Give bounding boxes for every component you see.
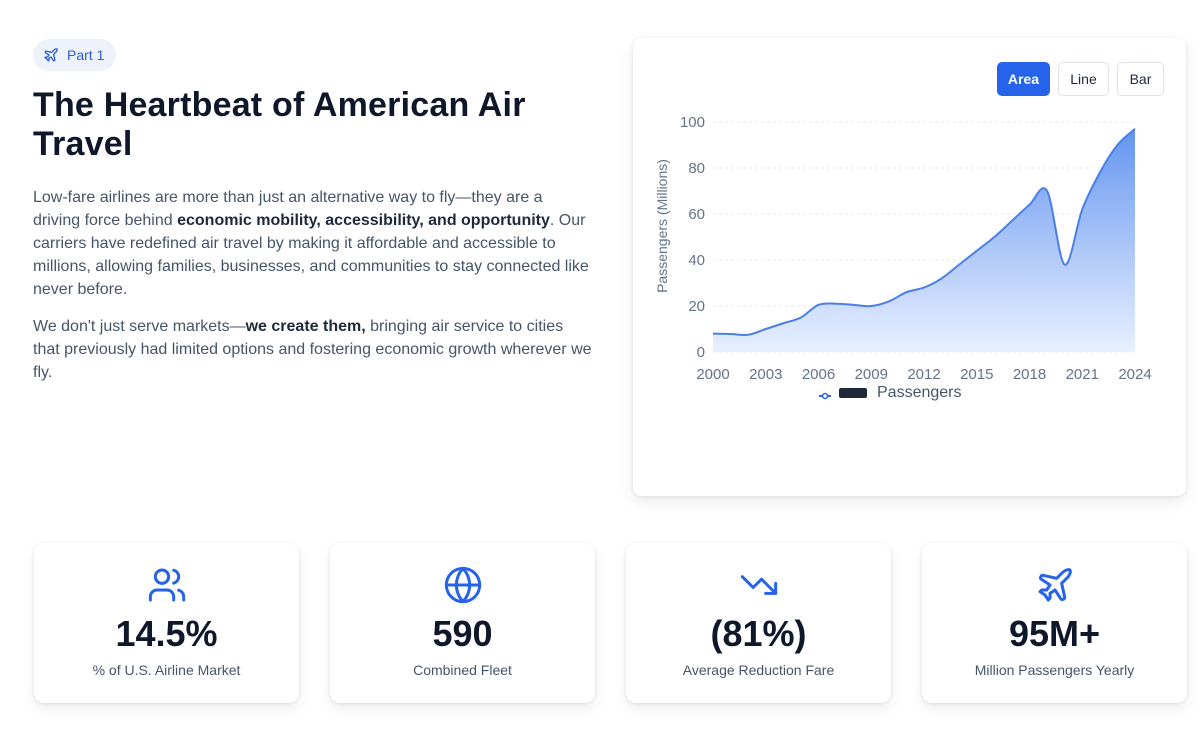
y-tick-label: 20: [688, 298, 705, 315]
chart-legend[interactable]: Passengers: [819, 384, 962, 401]
plane-icon: [44, 48, 58, 62]
section-badge: Part 1: [33, 39, 117, 71]
markets-text-end: bringing air service to cities that prev…: [33, 318, 592, 381]
markets-text-bold: we create them,: [245, 318, 366, 335]
chart-toggle-bar-button[interactable]: Bar: [1117, 62, 1164, 96]
chart-toggle-area-button[interactable]: Area: [997, 62, 1050, 96]
markets-paragraph: We don't just serve markets—we create th…: [33, 315, 593, 384]
legend-label: Passengers: [877, 384, 962, 401]
x-tick-label: 2000: [696, 366, 729, 383]
chart-toggle-line-button[interactable]: Line: [1058, 62, 1109, 96]
stat-card-fare-reduction: (81%) Average Reduction Fare: [626, 543, 891, 703]
stat-card-market-share: 14.5% % of U.S. Airline Market: [34, 543, 299, 703]
passengers-area-chart: 0 20 40 60 80 100 2000 2003 2006 2009 2012 2015 2018…: [654, 114, 1152, 401]
stat-label: % of U.S. Airline Market: [92, 662, 241, 678]
x-tick-label: 2012: [907, 366, 940, 383]
x-tick-label: 2009: [855, 366, 888, 383]
y-tick-label: 100: [680, 114, 705, 131]
stat-label: Average Reduction Fare: [682, 662, 835, 678]
stat-value: 95M+: [1008, 613, 1101, 654]
badge-label: Part 1: [67, 47, 105, 63]
x-tick-label: 2018: [1013, 366, 1046, 383]
plane-icon: [1038, 568, 1072, 602]
markets-text-start: We don't just serve markets—: [33, 318, 246, 335]
intro-text-end: . Our carriers have redefined air travel…: [33, 212, 589, 298]
y-tick-label: 0: [697, 344, 705, 361]
intro-text-bold: economic mobility, accessibility, and op…: [177, 212, 550, 229]
y-tick-label: 40: [688, 252, 705, 269]
stat-label: Million Passengers Yearly: [974, 662, 1135, 678]
stat-value: (81%): [710, 613, 807, 654]
passengers-area-fill: [713, 128, 1135, 352]
stat-label: Combined Fleet: [413, 662, 512, 678]
x-tick-label: 2003: [749, 366, 782, 383]
x-tick-label: 2006: [802, 366, 835, 383]
y-axis-label: Passengers (Millions): [654, 159, 670, 293]
page-title: The Heartbeat of American Air Travel: [33, 86, 526, 163]
trending-down-icon: [740, 575, 777, 595]
y-tick-label: 60: [688, 206, 705, 223]
x-tick-label: 2021: [1066, 366, 1099, 383]
passengers-chart-card: Area Line Bar 0 20 40 60 80 100 2000 2003 2006 20…: [633, 38, 1186, 496]
stat-value: 590: [432, 613, 493, 654]
stat-card-passengers: 95M+ Million Passengers Yearly: [922, 543, 1187, 703]
intro-text-start: Low-fare airlines are more than just an …: [33, 189, 543, 229]
intro-paragraph: Low-fare airlines are more than just an …: [33, 186, 593, 301]
globe-icon: [444, 566, 481, 604]
users-icon: [148, 568, 185, 602]
stat-value: 14.5%: [115, 613, 218, 654]
x-tick-label: 2015: [960, 366, 993, 383]
y-tick-label: 80: [688, 160, 705, 177]
x-tick-label: 2024: [1118, 366, 1151, 383]
stat-card-fleet: 590 Combined Fleet: [330, 543, 595, 703]
passengers-series-line: [712, 128, 1136, 337]
